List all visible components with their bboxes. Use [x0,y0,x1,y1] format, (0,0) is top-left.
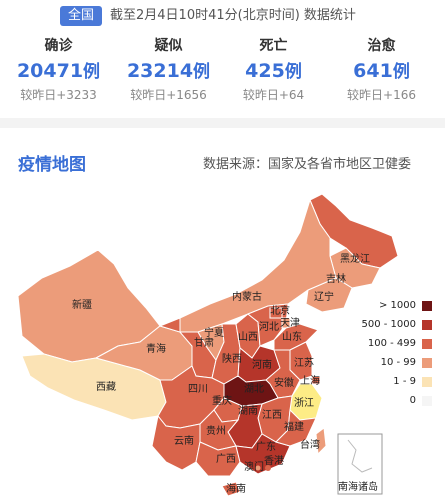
province-hongkong[interactable] [265,465,271,471]
stat-label: 治愈 [367,38,396,54]
stat-confirmed: 确诊 20471例 较昨日+3233 [3,36,114,104]
map-legend: > 1000 500 - 1000 100 - 499 10 - 99 1 - … [352,296,432,410]
stat-label: 疑似 [154,38,183,54]
map-title: 疫情地图 [18,155,86,175]
scope-badge[interactable]: 全国 [60,6,102,26]
stat-label: 死亡 [259,38,288,54]
stat-delta: 较昨日+166 [347,88,416,102]
legend-item: 100 - 499 [352,334,432,353]
stat-delta: 较昨日+64 [242,88,305,102]
legend-item: 500 - 1000 [352,315,432,334]
stat-delta: 较昨日+1656 [130,88,207,102]
province-taiwan[interactable] [315,427,327,456]
province-beijing[interactable] [269,307,283,319]
data-source-text: 数据来源：国家及各省市地区卫健委 [203,157,412,172]
province-tianjin[interactable] [281,317,291,329]
province-macao[interactable] [255,465,261,471]
update-time-text: 截至2月4日10时41分(北京时间) 数据统计 [110,8,356,23]
province-shanghai[interactable] [311,375,321,385]
stat-value: 23214例 [126,60,211,82]
china-epidemic-map[interactable] [0,128,445,503]
stat-deaths: 死亡 425例 较昨日+64 [218,36,329,104]
stat-label: 确诊 [44,38,73,54]
province-hainan[interactable] [221,481,241,497]
province-fujian[interactable] [275,408,317,447]
stat-recovered: 治愈 641例 较昨日+166 [326,36,437,104]
stat-value: 641例 [353,60,410,82]
legend-item: 10 - 99 [352,353,432,372]
inset-coastline [347,439,373,473]
stat-suspected: 疑似 23214例 较昨日+1656 [113,36,224,104]
stat-value: 20471例 [16,60,101,82]
south-china-sea-inset [337,433,383,495]
legend-item: 0 [352,391,432,410]
legend-item: > 1000 [352,296,432,315]
stat-value: 425例 [245,60,302,82]
legend-item: 1 - 9 [352,372,432,391]
stat-delta: 较昨日+3233 [20,88,97,102]
